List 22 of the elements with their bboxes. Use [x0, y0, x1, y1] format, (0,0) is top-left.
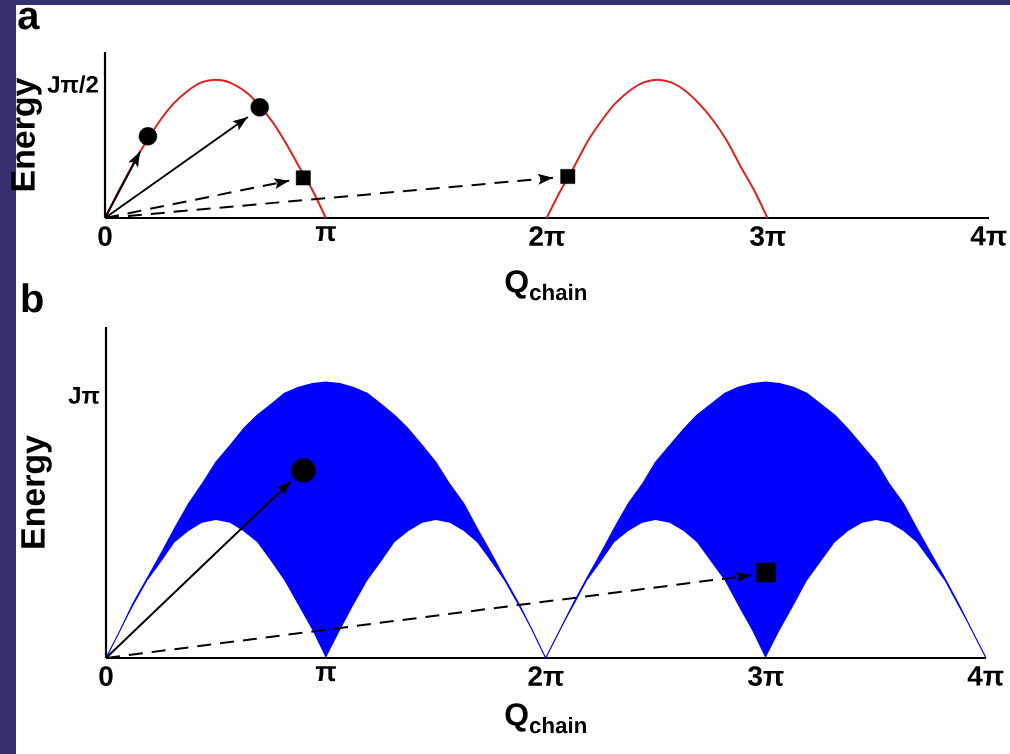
x-tick-label: 0 — [98, 226, 112, 246]
x-tick-label: π — [315, 666, 336, 682]
point — [138, 127, 158, 146]
x-tick-label: 2π — [528, 666, 564, 686]
x-tick-label: 3π — [748, 666, 784, 686]
x-axis-title: Q$_{chain}$ — [505, 703, 586, 734]
chart-title: b — [22, 283, 43, 313]
x-tick-label: 0 — [99, 666, 113, 686]
x-tick-label: 4π — [970, 226, 1007, 246]
text: Jπ/2 — [47, 75, 98, 94]
point — [560, 169, 576, 184]
text: Jπ — [68, 387, 100, 404]
x-tick-label: 3π — [750, 226, 786, 246]
y-axis-title: Energy — [21, 435, 52, 548]
point — [250, 98, 269, 117]
x-tick-label: 2π — [529, 226, 565, 246]
x-tick-label: π — [315, 226, 336, 242]
chart-title: a — [18, 7, 40, 30]
x-axis-title: Q$_{chain}$ — [505, 270, 587, 301]
y-axis-title: Energy — [11, 77, 42, 191]
point — [295, 170, 311, 186]
x-tick-label: 4π — [967, 666, 1004, 686]
